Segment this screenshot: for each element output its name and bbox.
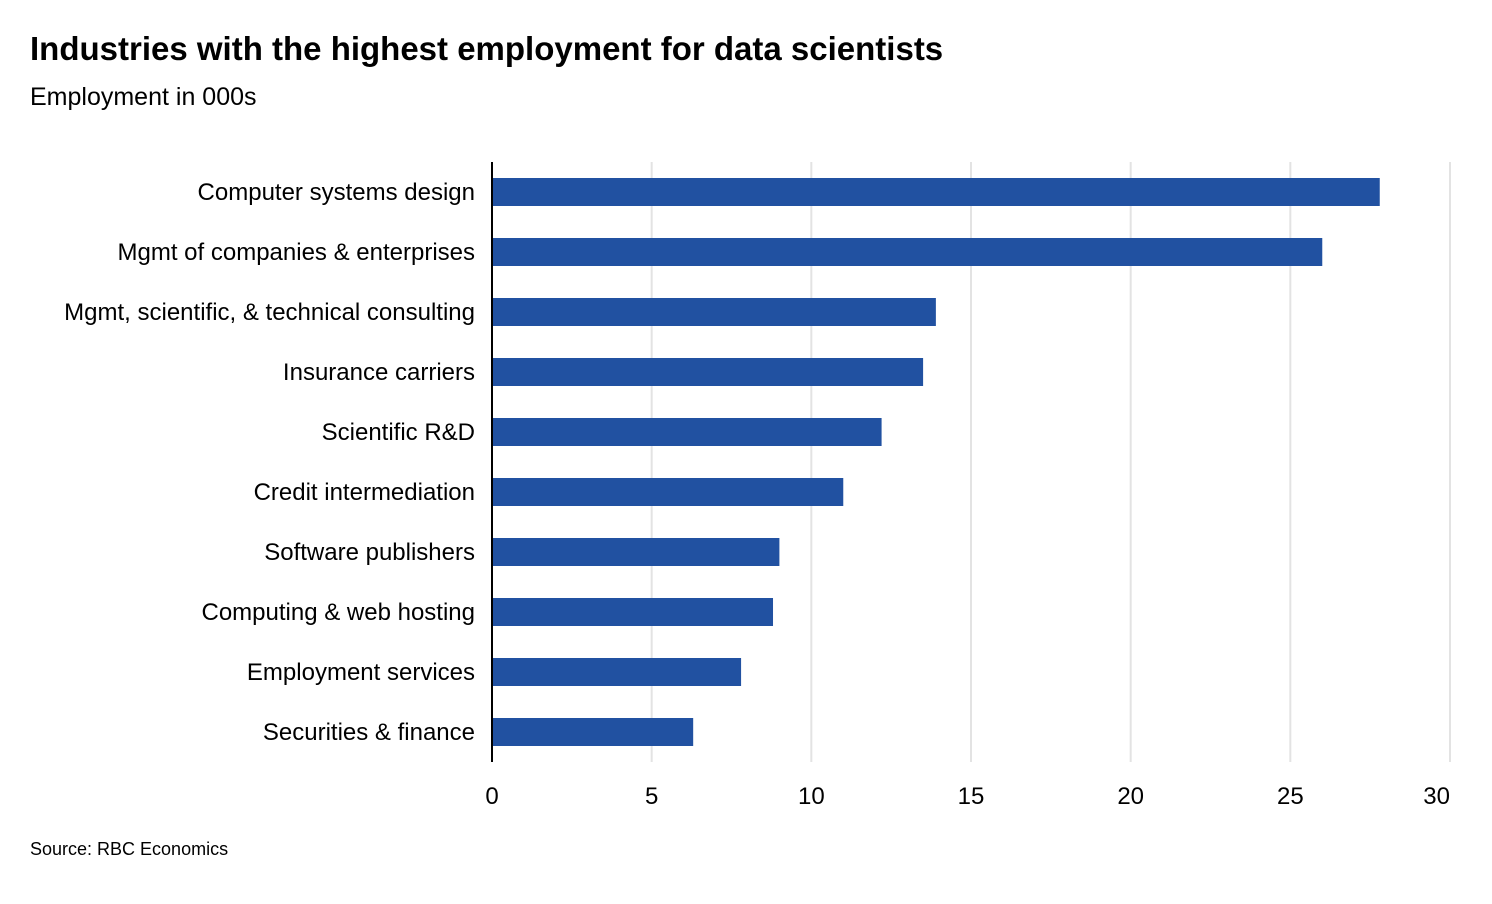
- bar: [492, 718, 694, 746]
- x-tick-label: 5: [645, 783, 658, 810]
- category-label: Insurance carriers: [283, 359, 475, 386]
- x-tick-label: 10: [798, 783, 825, 810]
- x-tick-label: 0: [485, 783, 498, 810]
- bar: [492, 418, 882, 446]
- x-tick-label: 15: [958, 783, 985, 810]
- category-label: Software publishers: [264, 539, 475, 566]
- bar: [492, 478, 844, 506]
- source-note: Source: RBC Economics: [30, 839, 229, 859]
- category-label: Mgmt of companies & enterprises: [118, 239, 475, 266]
- bar: [492, 598, 774, 626]
- category-label: Mgmt, scientific, & technical consulting: [64, 299, 475, 326]
- category-label: Securities & finance: [263, 719, 475, 746]
- bar: [492, 658, 742, 686]
- category-labels: Computer systems design Mgmt of companies…: [64, 179, 475, 746]
- x-tick-label: 20: [1117, 783, 1144, 810]
- bar: [492, 298, 936, 326]
- chart-title: Industries with the highest employment f…: [30, 30, 944, 67]
- chart-subtitle: Employment in 000s: [30, 83, 257, 111]
- x-tick-label: 25: [1277, 783, 1304, 810]
- bar: [492, 238, 1323, 266]
- x-tick-label: 30: [1423, 783, 1450, 810]
- bar: [492, 178, 1380, 206]
- category-label: Employment services: [247, 659, 475, 686]
- bars: [492, 178, 1380, 746]
- category-label: Computer systems design: [198, 179, 475, 206]
- category-label: Computing & web hosting: [202, 599, 476, 626]
- x-axis-ticks: 0 5 10 15 20 25 30: [485, 783, 1450, 810]
- category-label: Credit intermediation: [254, 479, 475, 506]
- bar: [492, 358, 924, 386]
- category-label: Scientific R&D: [322, 419, 475, 446]
- bar: [492, 538, 780, 566]
